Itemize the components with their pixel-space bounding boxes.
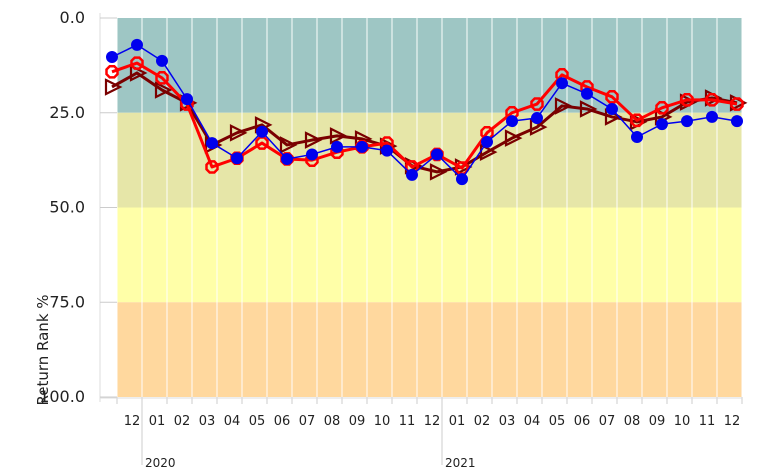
- point: [581, 87, 593, 100]
- point: [504, 129, 523, 147]
- x-tick-label: 11: [399, 414, 416, 429]
- x-tick-label: 01: [149, 414, 166, 429]
- x-tick-label: 06: [574, 414, 591, 429]
- x-tick-label: 02: [174, 414, 191, 429]
- point: [329, 127, 348, 145]
- y-tick-label: 0.0: [60, 8, 85, 27]
- point: [229, 124, 248, 142]
- x-tick-label: 04: [224, 414, 241, 429]
- y-tick-label: 25.0: [49, 103, 85, 122]
- point: [631, 131, 643, 144]
- point: [506, 115, 518, 128]
- band: [117, 207, 742, 303]
- x-tick-label: 10: [374, 414, 391, 429]
- year-label: 2021: [445, 456, 476, 470]
- point: [429, 163, 448, 181]
- point: [605, 90, 619, 104]
- point: [656, 118, 668, 131]
- x-tick-label: 07: [599, 414, 616, 429]
- point: [731, 115, 743, 128]
- point: [306, 148, 318, 161]
- point: [531, 112, 543, 125]
- x-tick-label: 05: [249, 414, 266, 429]
- point: [456, 173, 468, 186]
- x-tick-label: 12: [424, 414, 441, 429]
- point: [106, 51, 118, 64]
- point: [304, 131, 323, 149]
- point: [630, 113, 644, 128]
- point: [554, 97, 573, 115]
- x-tick-label: 06: [274, 414, 291, 429]
- x-tick-label: 12: [724, 414, 741, 429]
- x-tick-label: 09: [649, 414, 666, 429]
- point: [381, 144, 393, 157]
- point: [281, 152, 293, 165]
- year-label: 2020: [145, 456, 176, 470]
- x-tick-label: 03: [499, 414, 516, 429]
- point: [431, 148, 443, 161]
- point: [681, 115, 693, 128]
- point: [279, 136, 298, 154]
- band: [117, 18, 742, 113]
- point: [579, 100, 598, 118]
- x-tick-label: 12: [124, 414, 141, 429]
- x-tick-label: 03: [199, 414, 216, 429]
- point: [131, 38, 143, 51]
- y-axis-label: Return Rank %: [34, 294, 52, 405]
- y-tick-label: 100.0: [39, 387, 85, 406]
- point: [530, 97, 544, 111]
- x-tick-label: 08: [624, 414, 641, 429]
- point: [105, 65, 119, 79]
- point: [205, 160, 219, 174]
- point: [104, 78, 123, 96]
- point: [231, 152, 243, 165]
- y-tick-label: 75.0: [49, 292, 85, 311]
- x-tick-label: 10: [674, 414, 691, 429]
- point: [130, 56, 144, 70]
- point: [406, 168, 418, 181]
- y-tick-label: 50.0: [49, 198, 85, 217]
- x-tick-label: 01: [449, 414, 466, 429]
- point: [331, 140, 343, 153]
- x-tick-label: 02: [474, 414, 491, 429]
- point: [206, 137, 218, 150]
- x-tick-label: 09: [349, 414, 366, 429]
- point: [154, 81, 173, 99]
- point: [156, 54, 168, 67]
- point: [706, 110, 718, 123]
- point: [256, 125, 268, 138]
- x-tick-label: 11: [699, 414, 716, 429]
- point: [181, 93, 193, 106]
- x-tick-label: 05: [549, 414, 566, 429]
- point: [481, 135, 493, 148]
- point: [606, 102, 618, 115]
- point: [655, 101, 669, 115]
- series: [106, 38, 743, 186]
- point: [556, 77, 568, 90]
- x-tick-label: 07: [299, 414, 316, 429]
- point: [705, 93, 719, 107]
- x-tick-label: 04: [524, 414, 541, 429]
- point: [356, 140, 368, 153]
- x-tick-label: 08: [324, 414, 341, 429]
- point: [155, 71, 169, 85]
- band: [117, 302, 742, 397]
- point: [680, 93, 694, 107]
- point: [730, 97, 744, 111]
- point: [255, 136, 269, 150]
